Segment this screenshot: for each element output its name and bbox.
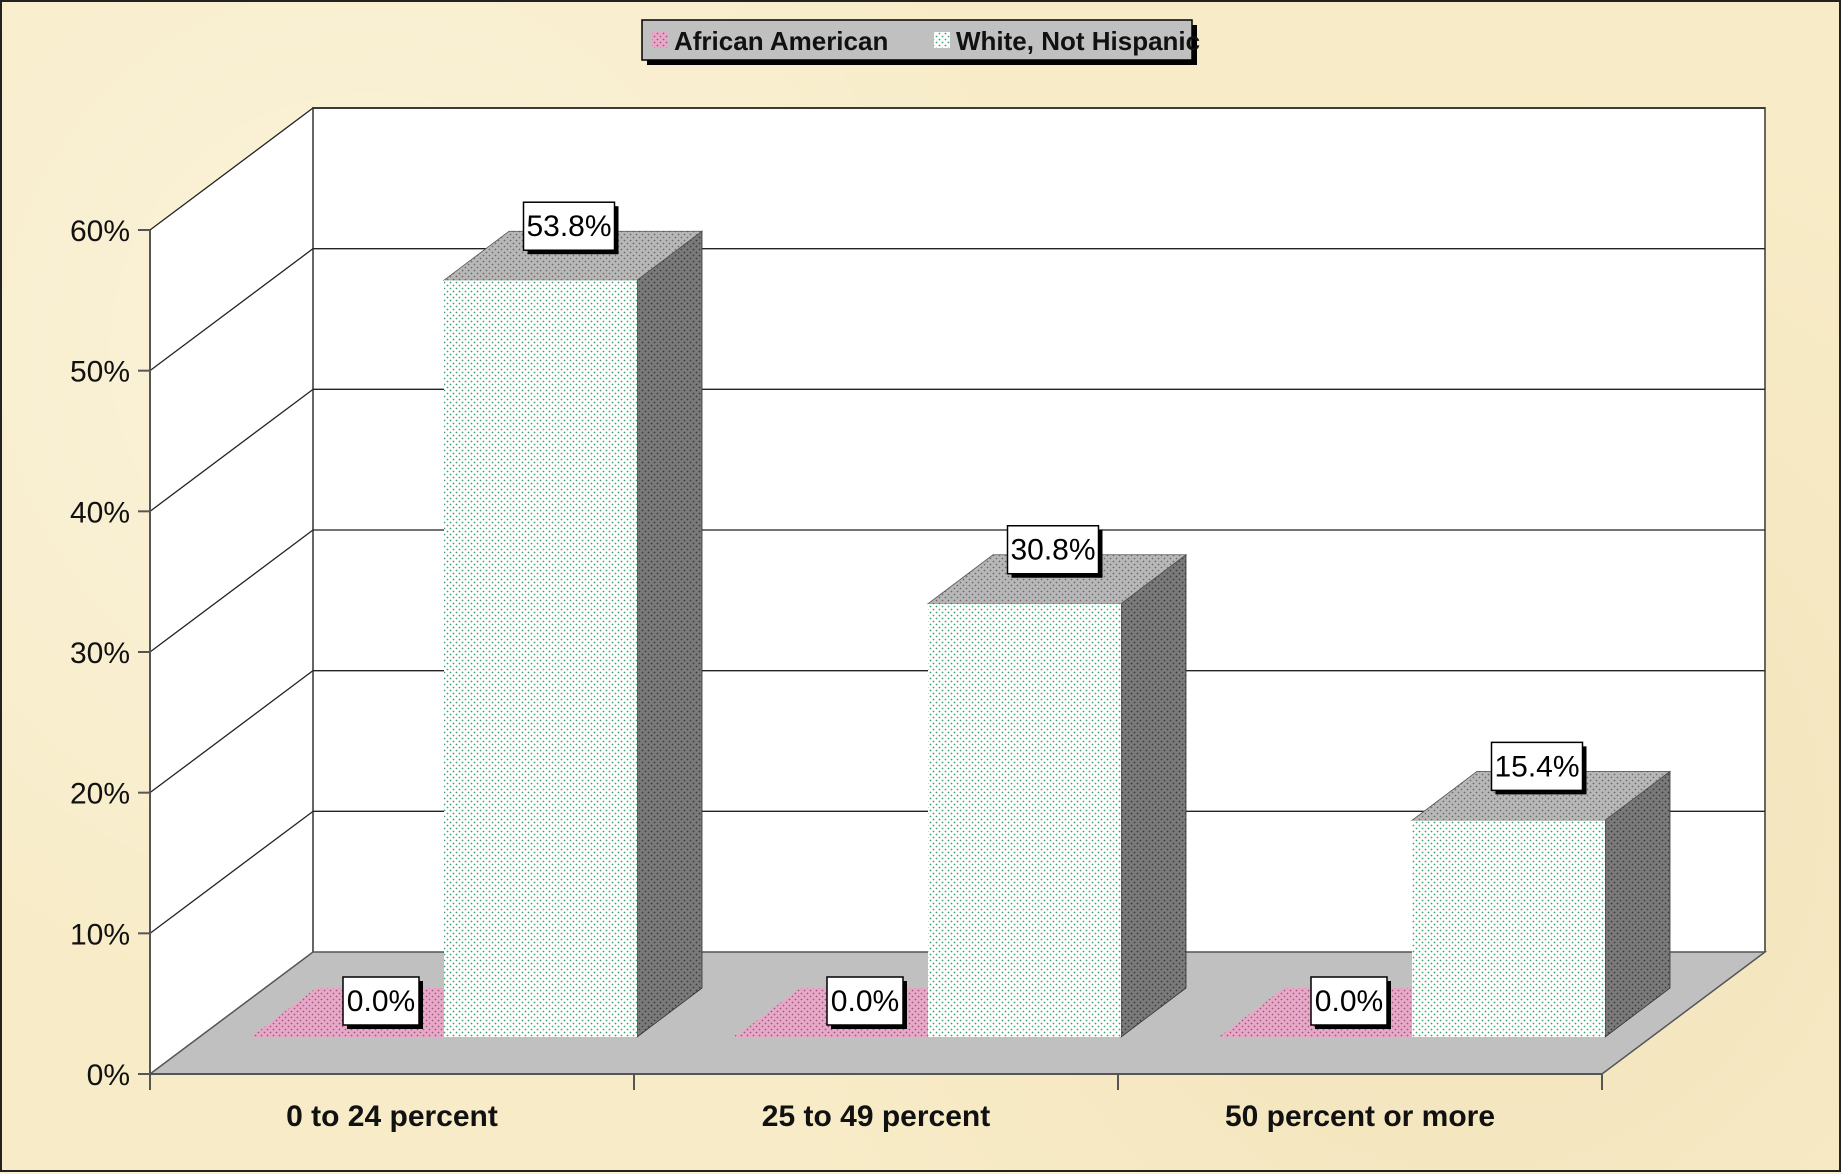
legend-entry: White, Not Hispanic (956, 26, 1200, 56)
data-label-box (1006, 524, 1100, 575)
bar-front (928, 603, 1121, 1037)
legend-swatch (652, 32, 668, 48)
data-label-text: 15.4% (1494, 750, 1579, 783)
x-tick-labels: 0 to 24 percent 25 to 49 percent 50 percen… (286, 1100, 1495, 1133)
gridline-side (149, 388, 314, 512)
data-label-text: 30.8% (1010, 534, 1095, 567)
data-label: 0.0% (1310, 976, 1391, 1029)
data-label: 53.8% (522, 201, 619, 255)
gridline-side (149, 248, 314, 372)
bar-front (251, 1035, 444, 1037)
data-label: 0.0% (826, 976, 907, 1029)
legend-swatch (934, 32, 950, 48)
data-label-text: 0.0% (347, 985, 415, 1018)
gridline-side (149, 107, 314, 231)
y-tick-label: 40% (70, 496, 130, 529)
bar (1410, 770, 1672, 1038)
bar-front (1412, 820, 1605, 1037)
bar-side (1120, 553, 1187, 1038)
legend: African American White, Not Hispanic (641, 19, 1200, 65)
gridline-side (149, 670, 314, 794)
data-label-box (522, 201, 616, 251)
y-tick-labels: 0% 10% 20% 30% 40% 50% 60% (70, 215, 130, 1092)
y-tick-label: 0% (87, 1059, 130, 1092)
gridline-side (149, 810, 314, 934)
data-label-text: 53.8% (526, 210, 611, 243)
data-label-box (342, 976, 420, 1026)
data-label: 30.8% (1006, 524, 1103, 578)
data-labels: 0.0% 0.0% 0.0% 53.8% 30.8% 15.4% (342, 201, 1587, 1029)
bar-front (735, 1035, 928, 1037)
x-tick-label: 0 to 24 percent (286, 1100, 498, 1133)
x-tick-label: 25 to 49 percent (762, 1100, 990, 1133)
data-label-text: 0.0% (831, 985, 899, 1018)
bar-front (1219, 1035, 1412, 1037)
legend-box (641, 19, 1193, 61)
data-label-box (1310, 976, 1388, 1026)
data-label-box (826, 976, 904, 1026)
data-label: 0.0% (342, 976, 423, 1029)
y-tick-label: 20% (70, 778, 130, 811)
data-label-box (1490, 741, 1584, 792)
bar-front (444, 280, 637, 1037)
y-tick-label: 30% (70, 637, 130, 670)
gridline-side (149, 529, 314, 653)
bar-side (636, 230, 703, 1038)
data-label-text: 0.0% (1315, 985, 1383, 1018)
x-tick-label: 50 percent or more (1225, 1100, 1495, 1133)
axes (138, 229, 1603, 1090)
bar (926, 553, 1188, 1038)
y-tick-label: 50% (70, 356, 130, 389)
legend-entry: African American (674, 26, 888, 56)
data-label: 15.4% (1490, 741, 1587, 795)
y-tick-label: 60% (70, 215, 130, 248)
y-tick-label: 10% (70, 918, 130, 951)
bar (442, 230, 704, 1038)
